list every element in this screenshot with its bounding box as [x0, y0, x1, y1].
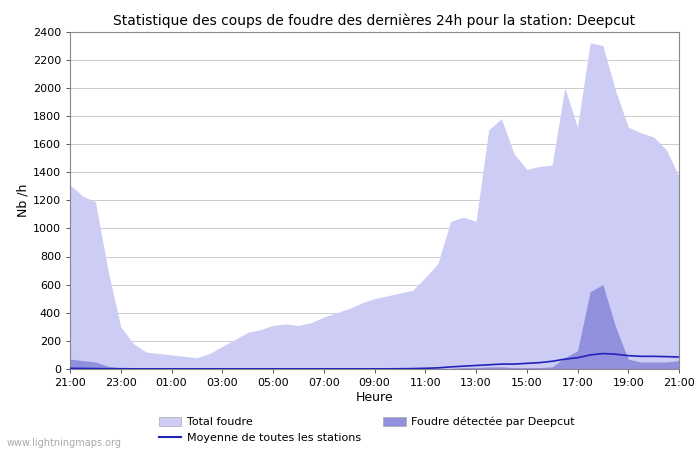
Title: Statistique des coups de foudre des dernières 24h pour la station: Deepcut: Statistique des coups de foudre des dern… [113, 13, 636, 27]
Text: www.lightningmaps.org: www.lightningmaps.org [7, 438, 122, 448]
X-axis label: Heure: Heure [356, 391, 393, 404]
Legend: Total foudre, Moyenne de toutes les stations, Foudre détectée par Deepcut: Total foudre, Moyenne de toutes les stat… [155, 413, 579, 448]
Y-axis label: Nb /h: Nb /h [17, 184, 30, 217]
